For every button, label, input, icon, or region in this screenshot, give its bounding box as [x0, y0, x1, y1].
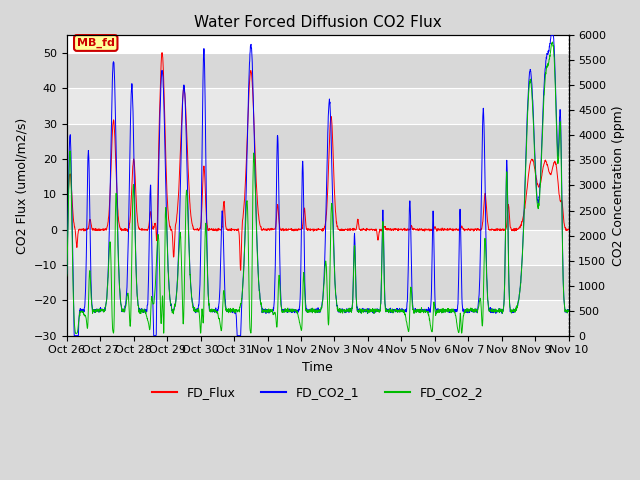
Bar — [67, 159, 568, 194]
Bar — [67, 88, 568, 124]
Text: MB_fd: MB_fd — [77, 38, 115, 48]
Y-axis label: CO2 Flux (umol/m2/s): CO2 Flux (umol/m2/s) — [15, 118, 28, 253]
X-axis label: Time: Time — [302, 361, 333, 374]
Legend: FD_Flux, FD_CO2_1, FD_CO2_2: FD_Flux, FD_CO2_1, FD_CO2_2 — [147, 382, 488, 405]
Bar — [67, 265, 568, 300]
Bar — [67, 229, 568, 265]
Bar — [67, 194, 568, 229]
Title: Water Forced Diffusion CO2 Flux: Water Forced Diffusion CO2 Flux — [194, 15, 442, 30]
Bar — [67, 124, 568, 159]
Bar — [67, 300, 568, 336]
Y-axis label: CO2 Concentration (ppm): CO2 Concentration (ppm) — [612, 105, 625, 266]
Bar — [67, 53, 568, 88]
